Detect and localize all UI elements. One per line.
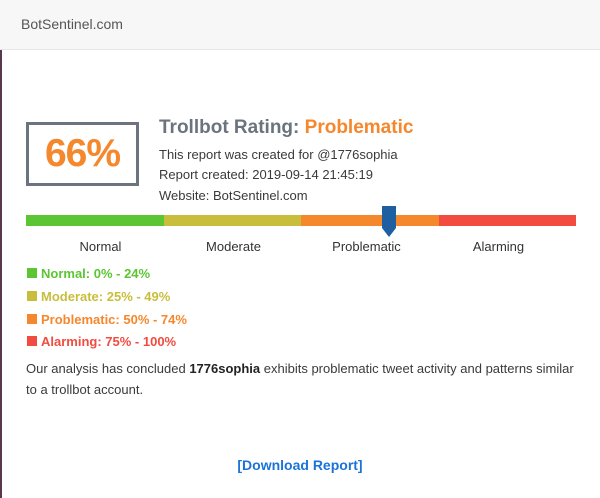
report-created-for: This report was created for @1776sophia [159, 147, 398, 162]
legend-swatch-problematic [27, 314, 37, 324]
legend-text-alarming: Alarming: 75% - 100% [41, 333, 177, 349]
conclusion-account: 1776sophia [189, 361, 261, 376]
meter-label-problematic: Problematic [332, 239, 401, 254]
legend-swatch-alarming [27, 336, 37, 346]
top-bar: BotSentinel.com [0, 0, 600, 50]
report-website: Website: BotSentinel.com [159, 188, 308, 203]
meter-label-alarming: Alarming [472, 239, 525, 254]
rating-label: Problematic [304, 117, 414, 138]
site-brand[interactable]: BotSentinel.com [21, 16, 123, 32]
score-box: 66% [26, 122, 139, 186]
legend-problematic: Problematic: 50% - 74% [27, 311, 187, 327]
legend-text-moderate: Moderate: 25% - 49% [41, 288, 171, 304]
legend-swatch-normal [27, 268, 37, 278]
legend-normal: Normal: 0% - 24% [27, 265, 150, 281]
analysis-conclusion: Our analysis has concluded 1776sophia ex… [26, 358, 576, 400]
window-edge [0, 50, 2, 498]
meter-label-moderate: Moderate [206, 239, 261, 254]
meter-segment-normal [26, 215, 164, 226]
legend-moderate: Moderate: 25% - 49% [27, 288, 170, 304]
legend-text-normal: Normal: 0% - 24% [41, 265, 151, 281]
rating-title: Trollbot Rating: Problematic [159, 117, 413, 139]
rating-meter [26, 215, 576, 226]
conclusion-suffix: exhibits problematic tweet activity and … [26, 361, 574, 397]
score-percent: 66% [44, 132, 121, 175]
report-created-date: Report created: 2019-09-14 21:45:19 [159, 167, 373, 182]
legend-swatch-moderate [27, 291, 37, 301]
download-report-link[interactable]: [Download Report] [237, 457, 363, 473]
rating-title-prefix: Trollbot Rating: [159, 117, 300, 138]
download-area: [Download Report] [0, 457, 600, 475]
meter-segment-problematic [301, 215, 439, 226]
legend-alarming: Alarming: 75% - 100% [27, 333, 176, 349]
meter-segment-moderate [163, 215, 301, 226]
meter-segment-alarming [438, 215, 576, 226]
legend-text-problematic: Problematic: 50% - 74% [41, 311, 187, 327]
meter-pointer-icon [382, 206, 396, 237]
meter-label-normal: Normal [79, 239, 122, 254]
conclusion-prefix: Our analysis has concluded [26, 361, 190, 376]
